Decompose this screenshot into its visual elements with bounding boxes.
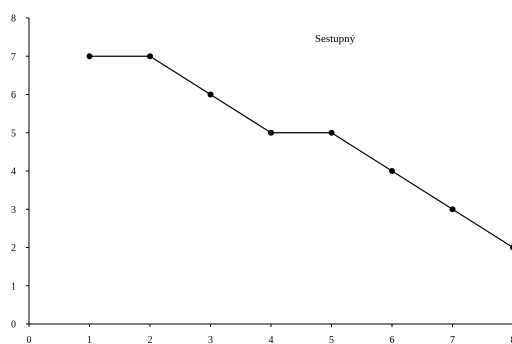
x-tick-label-8: 8 bbox=[511, 335, 512, 344]
data-point-1 bbox=[86, 53, 93, 60]
y-tick-label-8: 8 bbox=[11, 14, 16, 25]
y-tick-label-3: 3 bbox=[11, 205, 16, 216]
y-tick-labels: 0 1 2 3 4 5 6 7 8 bbox=[11, 14, 16, 331]
x-tick-label-2: 2 bbox=[148, 335, 153, 344]
chart-title: Sestupný bbox=[315, 33, 356, 45]
tick-marks bbox=[26, 17, 453, 327]
data-point-3 bbox=[207, 91, 214, 98]
data-point-5 bbox=[328, 129, 335, 136]
series-line-group bbox=[89, 55, 512, 248]
y-tick-label-7: 7 bbox=[11, 52, 16, 63]
y-tick-label-0: 0 bbox=[11, 320, 16, 331]
data-point-6 bbox=[389, 168, 395, 174]
y-tick-label-5: 5 bbox=[11, 128, 16, 139]
data-point-4 bbox=[268, 129, 274, 136]
x-tick-label-3: 3 bbox=[208, 335, 213, 344]
x-tick-labels: 0 1 2 3 4 5 6 7 8 bbox=[27, 335, 512, 344]
y-tick-label-1: 1 bbox=[11, 281, 16, 292]
data-point-7 bbox=[449, 206, 456, 213]
x-tick-label-0: 0 bbox=[27, 335, 32, 344]
data-point-2 bbox=[147, 53, 153, 60]
x-tick-label-6: 6 bbox=[390, 335, 395, 344]
x-tick-label-1: 1 bbox=[87, 335, 92, 344]
x-tick-label-7: 7 bbox=[450, 335, 455, 344]
axes bbox=[28, 18, 512, 325]
y-tick-label-2: 2 bbox=[11, 243, 16, 254]
data-points bbox=[86, 53, 512, 251]
y-tick-label-4: 4 bbox=[11, 167, 16, 178]
x-tick-label-5: 5 bbox=[329, 335, 334, 344]
x-tick-label-4: 4 bbox=[269, 335, 274, 344]
series-line-0 bbox=[89, 55, 512, 248]
y-tick-label-6: 6 bbox=[11, 90, 16, 101]
